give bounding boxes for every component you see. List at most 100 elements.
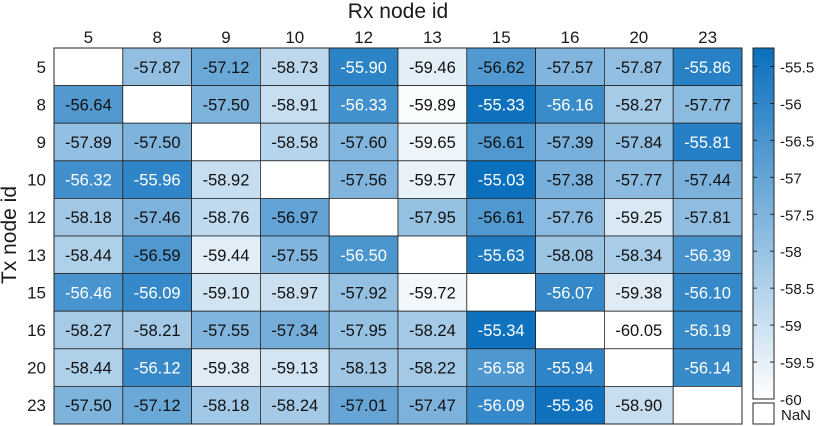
heatmap-cell [466, 197, 536, 237]
x-tick-label: 16 [561, 28, 580, 47]
cell-value-label: -58.92 [203, 172, 250, 190]
cell-value-label: -55.34 [478, 322, 525, 340]
x-tick-label: 23 [698, 28, 717, 47]
colorbar-tick-label: -58.5 [780, 281, 814, 298]
y-tick-labels: 5 8 9 10 12 13 15 16 20 23 [27, 58, 46, 415]
cell-value-label: -58.24 [409, 322, 456, 340]
colorbar-tick-label: -55.5 [780, 59, 814, 76]
cell-value-label: -59.38 [203, 360, 250, 378]
cell-value-label: -56.16 [547, 96, 594, 114]
nan-legend-swatch [752, 402, 775, 425]
heatmap-cell [604, 273, 674, 312]
heatmap-cell [122, 310, 193, 350]
cell-value-label: -56.64 [65, 96, 112, 114]
cell-value-label: -57.56 [340, 172, 387, 190]
cell-value-label: -55.81 [684, 134, 731, 152]
cell-value-label: -59.13 [271, 360, 318, 378]
cell-value-label: -55.90 [340, 59, 387, 77]
heatmap-cell [259, 348, 330, 387]
heatmap-cell [191, 235, 261, 274]
heatmap-cell-nan [604, 348, 674, 387]
heatmap-cell [397, 85, 468, 124]
heatmap-cell [466, 385, 536, 425]
heatmap-cell [259, 85, 330, 124]
colorbar-tick-labels: -55.5 -56 -56.5 -57 -57.5 -58 -58.5 -59 -59.5 -60 [753, 59, 814, 409]
heatmap-cells [53, 47, 743, 425]
heatmap-cell [535, 197, 605, 237]
cell-value-label: -56.62 [478, 59, 525, 77]
cell-value-label: -58.76 [203, 209, 250, 227]
heatmap-cell [535, 385, 605, 425]
cell-value-label: -58.18 [65, 209, 112, 227]
heatmap-cell [672, 85, 743, 124]
cell-value-label: -57.39 [547, 134, 594, 152]
heatmap-cell [53, 273, 124, 312]
cell-value-label: -56.09 [134, 284, 181, 302]
heatmap-cell [328, 348, 399, 387]
cell-value-label: -57.84 [615, 134, 662, 152]
colorbar-tick-label: -58 [780, 244, 802, 261]
heatmap-cell [191, 310, 261, 350]
colorbar-tick-label: -57 [780, 170, 802, 187]
cell-value-label: -55.03 [478, 172, 525, 190]
cell-value-label: -56.33 [340, 96, 387, 114]
y-tick-label: 5 [37, 58, 46, 77]
x-axis-label: Rx node id [348, 0, 448, 23]
cell-value-label: -57.81 [684, 209, 731, 227]
cell-value-label: -59.10 [203, 284, 250, 302]
heatmap-cell [672, 197, 743, 237]
cell-value-label: -56.07 [547, 284, 594, 302]
cell-value-label: -57.38 [547, 172, 594, 190]
cell-value-label: -58.44 [65, 360, 112, 378]
cell-value-label: -58.91 [271, 96, 318, 114]
heatmap-cell [53, 160, 124, 199]
colorbar-tick-label: -57.5 [780, 207, 814, 224]
cell-value-label: -58.13 [340, 360, 387, 378]
cell-value-label: -55.96 [134, 172, 181, 190]
cell-value-label: -57.47 [409, 397, 456, 415]
heatmap-cell [604, 385, 674, 425]
y-tick-label: 10 [27, 171, 46, 190]
cell-value-label: -56.61 [478, 134, 525, 152]
cell-value-label: -58.21 [134, 322, 181, 340]
heatmap-cell [604, 160, 674, 199]
heatmap-cell [328, 385, 399, 425]
heatmap-cell [535, 273, 605, 312]
colorbar-tick-label: -59 [780, 318, 802, 335]
heatmap-cell-nan [53, 47, 124, 86]
colorbar-tick-label: -59.5 [780, 355, 814, 372]
heatmap-cell [672, 273, 743, 312]
heatmap-cell [672, 47, 743, 86]
cell-value-label: -57.95 [340, 322, 387, 340]
cell-value-label: -58.27 [65, 322, 112, 340]
heatmap-cell [328, 310, 399, 350]
y-tick-label: 12 [27, 208, 46, 227]
plot-frame [53, 47, 743, 425]
heatmap-cell-nan [259, 160, 330, 199]
cell-value-label: -57.50 [134, 134, 181, 152]
x-tick-labels: 5 8 9 10 12 13 15 16 20 23 [84, 28, 717, 47]
cell-value-label: -56.97 [271, 209, 318, 227]
cell-value-label: -57.44 [684, 172, 731, 190]
heatmap-cell-nan [122, 85, 193, 124]
heatmap-cell-nan [672, 385, 743, 425]
heatmap-cell [53, 122, 124, 162]
heatmap-cell-nan [328, 197, 399, 237]
cell-value-labels: -57.87 -57.12 -58.73 -55.90 -59.46 -56.62 -57.… [65, 59, 731, 415]
cell-value-label: -57.34 [271, 322, 318, 340]
heatmap-cell [604, 85, 674, 124]
heatmap-cell [397, 385, 468, 425]
x-tick-label: 15 [492, 28, 511, 47]
cell-value-label: -57.87 [615, 59, 662, 77]
y-axis-label: Tx node id [0, 186, 21, 284]
heatmap-cell [604, 122, 674, 162]
heatmap-cell [397, 273, 468, 312]
cell-value-label: -58.58 [271, 134, 318, 152]
cell-value-label: -57.12 [203, 59, 250, 77]
heatmap-cell [259, 385, 330, 425]
x-tick-label: 8 [152, 28, 161, 47]
cell-value-label: -56.32 [65, 172, 112, 190]
heatmap-cell [122, 47, 193, 86]
cell-value-label: -57.60 [340, 134, 387, 152]
heatmap-cell [535, 47, 605, 86]
